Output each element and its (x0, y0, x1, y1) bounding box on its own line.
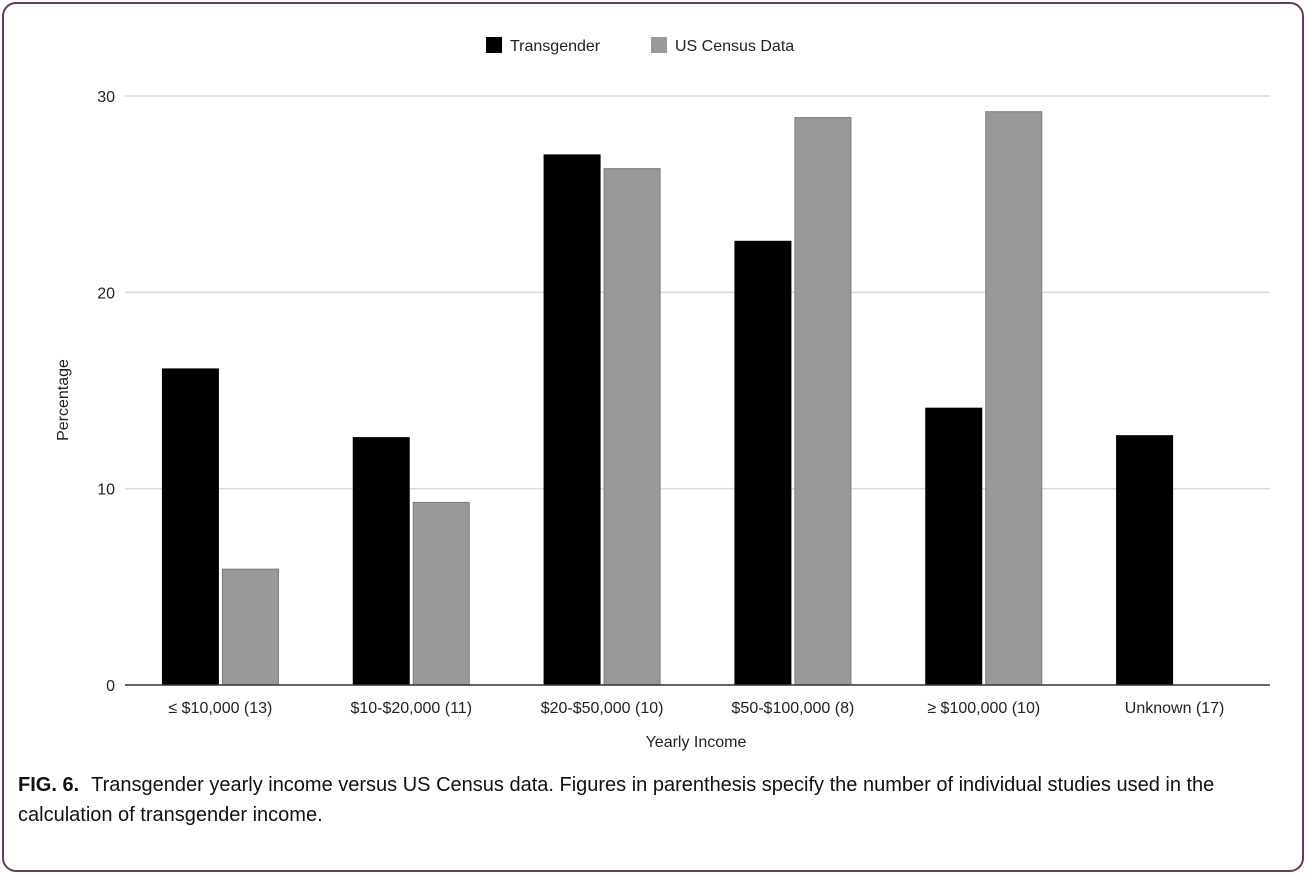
legend-item-transgender: Transgender (486, 37, 601, 55)
x-tick-labels: ≤ $10,000 (13) $10-$20,000 (11) $20-$50,00… (168, 700, 1224, 717)
legend-swatch-census (651, 37, 667, 53)
y-tick-label: 30 (97, 89, 115, 106)
bar-transgender-5 (1116, 435, 1174, 686)
bar-transgender-1 (352, 437, 410, 686)
x-tick-label: $10-$20,000 (11) (350, 700, 472, 717)
y-tick-label: 10 (97, 482, 115, 499)
x-tick-label: $50-$100,000 (8) (732, 700, 855, 717)
legend-label-transgender: Transgender (510, 38, 601, 55)
legend-swatch-transgender (486, 37, 502, 53)
bar-census-4 (985, 111, 1043, 686)
figure-label: FIG. 6. (18, 774, 80, 796)
bars (161, 111, 1174, 686)
x-tick-label: $20-$50,000 (10) (541, 700, 664, 717)
bar-census-2 (603, 168, 661, 686)
x-tick-label: ≤ $10,000 (13) (168, 700, 272, 717)
caption-text: Transgender yearly income versus US Cens… (18, 774, 1215, 826)
bar-transgender-0 (161, 368, 219, 686)
bar-transgender-2 (543, 154, 601, 686)
bar-transgender-3 (734, 240, 792, 686)
bar-chart: Transgender US Census Data 0 10 20 30 ≤ $10… (55, 37, 1270, 751)
legend-item-census: US Census Data (651, 37, 794, 55)
y-tick-label: 0 (106, 678, 115, 695)
bar-transgender-4 (925, 407, 983, 686)
bar-census-1 (412, 501, 470, 686)
y-axis-title: Percentage (55, 359, 72, 441)
legend: Transgender US Census Data (486, 37, 794, 55)
gridlines (125, 95, 1270, 490)
legend-label-census: US Census Data (675, 38, 794, 55)
bar-census-0 (221, 568, 279, 686)
y-tick-labels: 0 10 20 30 (97, 89, 115, 695)
x-tick-label: Unknown (17) (1125, 700, 1225, 717)
figure-caption: FIG. 6. Transgender yearly income versus … (18, 770, 1288, 830)
x-axis-title: Yearly Income (646, 734, 747, 751)
x-tick-label: ≥ $100,000 (10) (927, 700, 1040, 717)
bar-census-3 (794, 117, 852, 686)
y-tick-label: 20 (97, 285, 115, 302)
